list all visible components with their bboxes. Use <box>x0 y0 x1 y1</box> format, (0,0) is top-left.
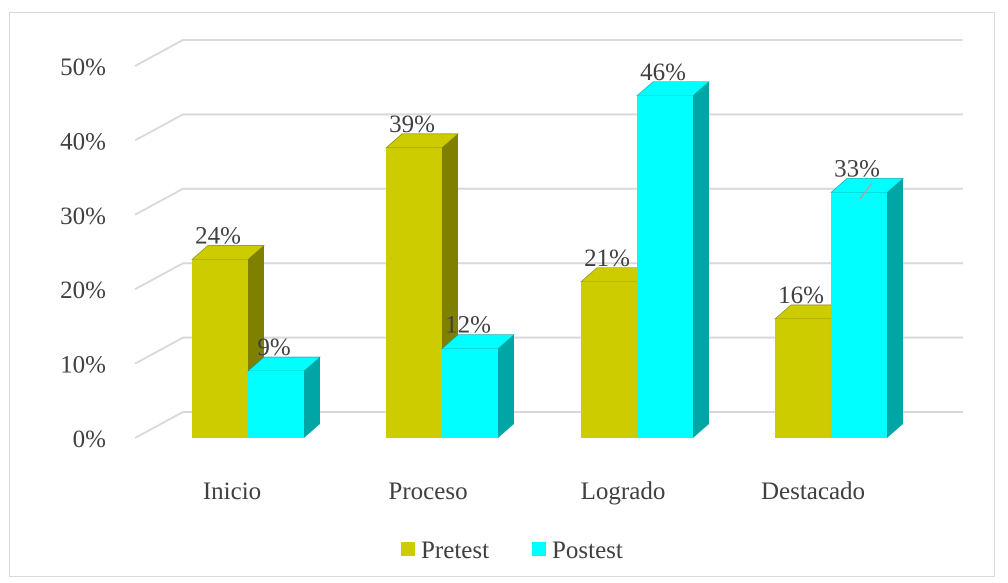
data-label: 21% <box>584 245 630 272</box>
bars <box>191 81 904 439</box>
category-label: Proceso <box>388 478 467 505</box>
bar-pretest-inicio <box>192 259 248 438</box>
y-tick-label: 20% <box>60 277 106 304</box>
data-label: 24% <box>195 222 241 249</box>
bar-side-postest-inicio <box>304 357 320 438</box>
data-label: 33% <box>834 155 880 182</box>
bar-postest-inicio <box>248 371 304 438</box>
y-tick-label: 30% <box>60 203 106 230</box>
bar-side-postest-logrado <box>693 81 709 438</box>
y-tick-label: 10% <box>60 352 106 379</box>
gridline <box>134 39 963 67</box>
legend-swatch <box>532 542 546 556</box>
data-label: 46% <box>640 59 686 86</box>
category-label: Logrado <box>581 478 666 505</box>
bar-postest-destacado <box>831 192 887 438</box>
bar-postest-proceso <box>442 348 498 438</box>
y-tick-label: 40% <box>60 128 106 155</box>
y-axis-ticks: 0% 10% 20% 30% 40% 50% <box>60 54 106 453</box>
data-labels: 24% 9% 39% 12% 21% 46% 16% 33% <box>195 59 880 361</box>
bar-postest-logrado <box>637 95 693 438</box>
y-tick-label: 50% <box>60 54 106 81</box>
bar-pretest-destacado <box>775 318 831 438</box>
data-label: 9% <box>257 334 290 361</box>
data-label: 12% <box>445 312 491 339</box>
legend-swatch <box>401 542 415 556</box>
bar-side-postest-proceso <box>498 334 514 438</box>
bar-pretest-proceso <box>386 147 442 438</box>
x-axis-categories: Inicio Proceso Logrado Destacado <box>203 478 865 505</box>
gridline <box>134 113 963 142</box>
legend-label: Postest <box>552 537 623 564</box>
legend-label: Pretest <box>421 537 489 564</box>
data-label: 16% <box>778 282 824 309</box>
bar-side-postest-destacado <box>887 178 903 439</box>
chart-frame <box>9 12 995 577</box>
bar-pretest-logrado <box>581 281 637 438</box>
category-label: Inicio <box>203 478 261 505</box>
y-tick-label: 0% <box>73 426 106 453</box>
category-label: Destacado <box>761 478 865 505</box>
leader-line <box>859 182 873 200</box>
data-label: 39% <box>389 111 435 138</box>
legend: Pretest Postest <box>401 537 623 564</box>
